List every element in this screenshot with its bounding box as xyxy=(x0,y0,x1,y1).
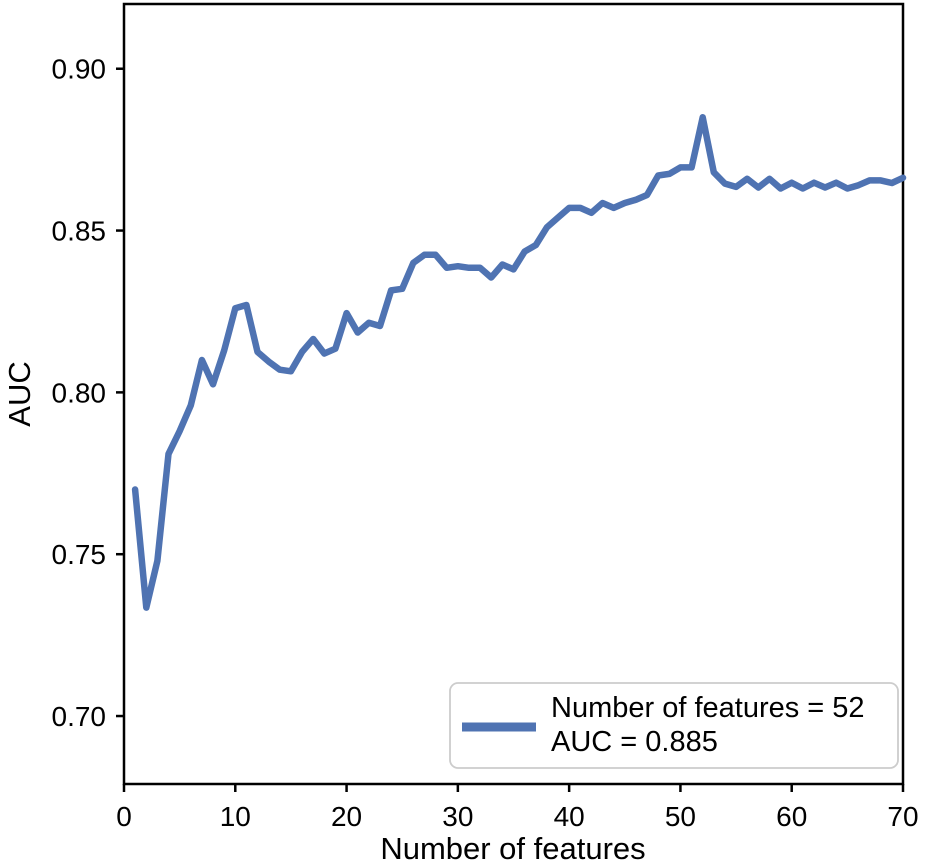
y-tick-label: 0.75 xyxy=(52,539,107,570)
y-axis: 0.70 0.75 0.80 0.85 0.90 xyxy=(52,54,124,732)
y-tick-label: 0.85 xyxy=(52,216,107,247)
y-axis-label: AUC xyxy=(2,361,37,426)
y-tick-label: 0.80 xyxy=(52,377,107,408)
x-axis: 0 10 20 30 40 50 60 70 xyxy=(116,784,919,832)
legend: Number of features = 52 AUC = 0.885 xyxy=(449,682,899,769)
legend-label-auc: AUC = 0.885 xyxy=(551,726,718,758)
y-tick-label: 0.90 xyxy=(52,54,107,85)
x-tick-label: 20 xyxy=(331,801,362,832)
x-tick-label: 60 xyxy=(776,801,807,832)
x-tick-label: 70 xyxy=(887,801,918,832)
x-tick-label: 30 xyxy=(442,801,473,832)
y-tick-label: 0.70 xyxy=(52,701,107,732)
x-tick-label: 40 xyxy=(554,801,585,832)
legend-label-features: Number of features = 52 xyxy=(551,692,865,724)
auc-line xyxy=(131,114,907,611)
x-tick-label: 0 xyxy=(116,801,132,832)
legend-box xyxy=(449,682,899,769)
x-axis-label: Number of features xyxy=(380,831,645,866)
x-tick-label: 50 xyxy=(665,801,696,832)
plot-border xyxy=(122,2,905,786)
x-tick-label: 10 xyxy=(220,801,251,832)
